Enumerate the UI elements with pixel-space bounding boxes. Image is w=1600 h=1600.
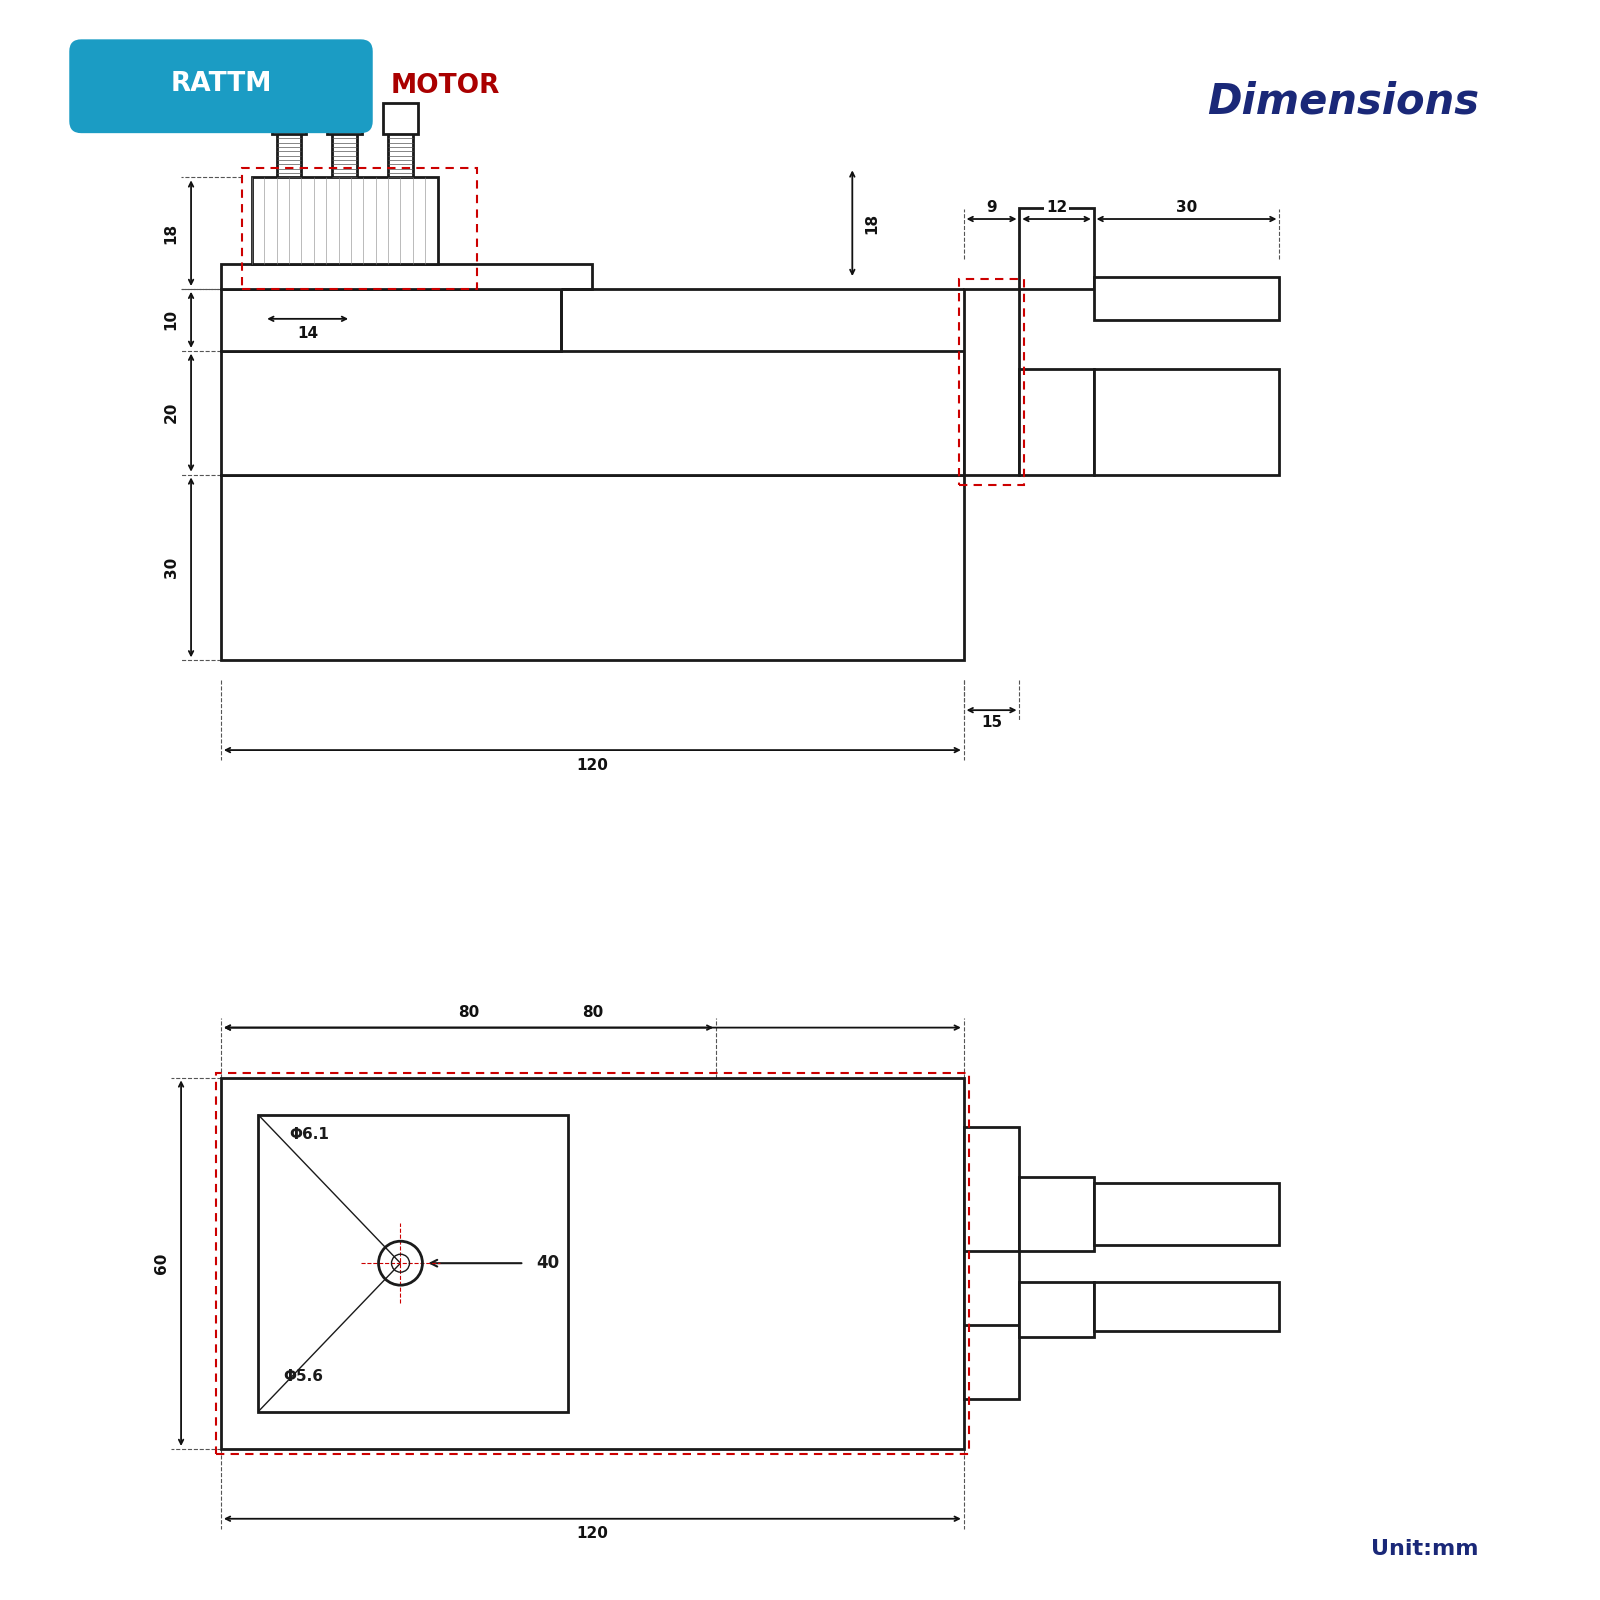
Bar [958,278,1024,485]
Bar [221,350,963,475]
Bar [221,1077,963,1450]
Bar [1019,370,1094,475]
Text: 40: 40 [536,1254,560,1272]
Text: RATTM: RATTM [170,72,272,98]
Text: 80: 80 [458,1005,480,1021]
Bar [963,1126,1019,1400]
FancyBboxPatch shape [69,40,373,133]
Text: Φ6.1: Φ6.1 [290,1128,330,1142]
Bar [221,475,963,661]
Text: 15: 15 [981,715,1002,730]
Text: 120: 120 [576,1526,608,1541]
Bar [251,178,438,264]
Bar [1019,1176,1094,1251]
Text: 30: 30 [1176,200,1197,214]
Bar [1094,370,1280,475]
Bar [272,104,307,134]
Bar [242,168,477,290]
Text: 20: 20 [163,402,179,424]
Bar [1094,277,1280,320]
Text: MOTOR: MOTOR [390,74,501,99]
Text: 60: 60 [154,1253,168,1274]
Text: 14: 14 [298,326,318,341]
Bar [1094,1282,1280,1331]
Bar [258,1115,568,1411]
Text: 120: 120 [576,757,608,773]
Bar [963,290,1019,475]
Text: 80: 80 [582,1005,603,1021]
Text: 12: 12 [1046,200,1067,214]
Text: 9: 9 [986,200,997,214]
Text: 18: 18 [163,222,179,243]
Bar [1019,208,1094,290]
Bar [1019,1282,1094,1338]
Bar [328,104,362,134]
Bar [216,1072,968,1454]
Text: Dimensions: Dimensions [1206,80,1478,122]
Bar [1094,1182,1280,1245]
Text: Φ5.6: Φ5.6 [283,1368,323,1384]
Bar [221,290,562,350]
Bar [221,264,592,290]
Text: 10: 10 [163,309,179,330]
Text: Unit:mm: Unit:mm [1371,1539,1478,1558]
Text: 18: 18 [864,213,880,234]
Bar [382,104,418,134]
Text: 30: 30 [163,557,179,578]
